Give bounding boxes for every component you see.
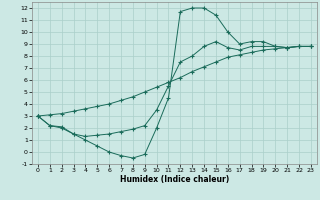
X-axis label: Humidex (Indice chaleur): Humidex (Indice chaleur)	[120, 175, 229, 184]
